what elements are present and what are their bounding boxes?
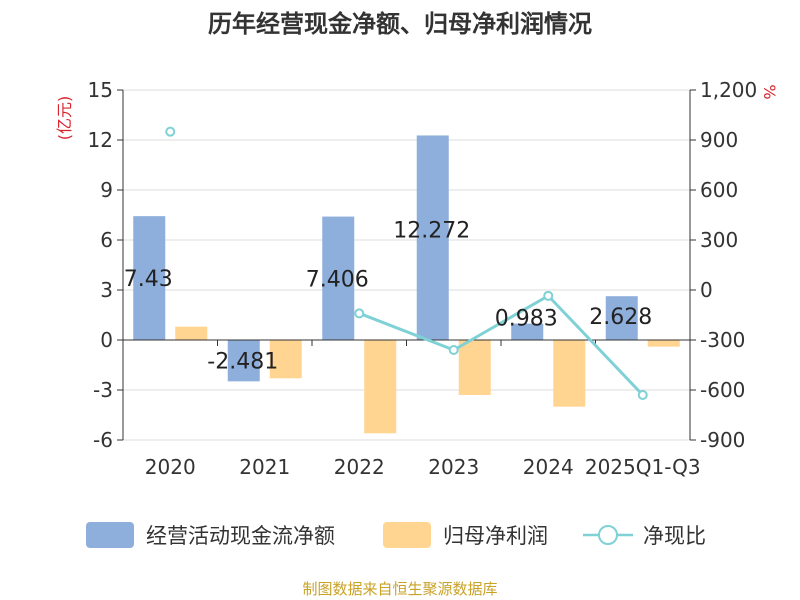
- bar-cash-flow: [227, 340, 260, 382]
- y-left-tick-label: 6: [100, 228, 113, 252]
- data-label-cash-flow: 12.272: [393, 219, 470, 244]
- data-label-cash-flow: 7.43: [124, 267, 173, 292]
- y-left-tick-label: -6: [93, 428, 113, 452]
- line-ratio-point: [543, 290, 554, 301]
- legend-label-ratio[interactable]: 净现比: [643, 524, 706, 548]
- line-series: [165, 126, 648, 400]
- y-right-tick-label: -600: [700, 378, 745, 402]
- x-tick-label: 2023: [428, 455, 479, 479]
- chart-title: 历年经营现金净额、归母净利润情况: [208, 10, 592, 38]
- bar-net-profit: [647, 340, 680, 347]
- bar-cash-flow: [133, 216, 166, 340]
- legend-label-net-profit[interactable]: 归母净利润: [443, 524, 548, 548]
- line-ratio-point: [354, 308, 365, 319]
- line-ratio-point: [637, 390, 648, 400]
- y-left-tick-label: 3: [100, 278, 113, 302]
- bar-cash-flow: [322, 216, 355, 340]
- y-left-tick-label: 15: [88, 78, 113, 102]
- bar-net-profit: [175, 326, 208, 340]
- y-right-tick-label: 600: [700, 178, 738, 202]
- legend-swatch-net-profit[interactable]: [383, 522, 431, 548]
- legend-label-cash-flow[interactable]: 经营活动现金流净额: [146, 524, 335, 548]
- grid: [123, 89, 690, 441]
- y-left-tick-label: 9: [100, 178, 113, 202]
- line-ratio-point: [165, 126, 176, 137]
- y-right-tick-label: -900: [700, 428, 745, 452]
- bar-net-profit: [364, 340, 397, 434]
- y-right-tick-label: -300: [700, 328, 745, 352]
- axes: 15 12 9 6 3 0 -3 -6 1,200 900 600 300 0 -300 -600 -900 2…: [88, 78, 758, 479]
- line-ratio-segment: [358, 293, 644, 397]
- y-right-tick-label: 900: [700, 128, 738, 152]
- data-label-cash-flow: 7.406: [306, 267, 369, 292]
- line-ratio-point: [448, 345, 459, 355]
- x-tick-label: 2020: [145, 455, 196, 479]
- bar-net-profit: [553, 340, 586, 407]
- bar-cash-flow: [511, 323, 544, 340]
- x-tick-label: 2025Q1-Q3: [585, 455, 701, 479]
- bar-net-profit: [269, 340, 302, 379]
- y-right-tick-label: 0: [700, 278, 713, 302]
- x-tick-label: 2024: [523, 455, 574, 479]
- y-left-tick-label: 12: [88, 128, 113, 152]
- y-left-unit: (亿元): [55, 96, 74, 141]
- data-label-cash-flow: 2.628: [589, 305, 652, 330]
- y-left-tick-label: 0: [100, 328, 113, 352]
- source-note: 制图数据来自恒生聚源数据库: [302, 580, 497, 598]
- legend-swatch-cash-flow[interactable]: [86, 522, 134, 548]
- y-left-tick-label: -3: [93, 378, 113, 402]
- y-right-tick-label: 1,200: [700, 78, 757, 102]
- y-right-unit: %: [760, 84, 779, 99]
- bar-cash-flow: [416, 135, 449, 340]
- data-label-cash-flow: 0.983: [495, 307, 558, 332]
- legend: 经营活动现金流净额 归母净利润 净现比: [86, 522, 706, 548]
- legend-marker-ratio[interactable]: [598, 525, 618, 545]
- data-labels: 7.43 -2.481 7.406 12.272 0.983 2.628: [124, 219, 652, 375]
- bar-net-profit: [458, 340, 491, 395]
- bars: [133, 135, 680, 434]
- y-right-tick-label: 300: [700, 228, 738, 252]
- x-tick-label: 2022: [334, 455, 385, 479]
- bar-cash-flow: [605, 296, 638, 340]
- x-tick-label: 2021: [239, 455, 290, 479]
- data-label-cash-flow: -2.481: [207, 350, 278, 375]
